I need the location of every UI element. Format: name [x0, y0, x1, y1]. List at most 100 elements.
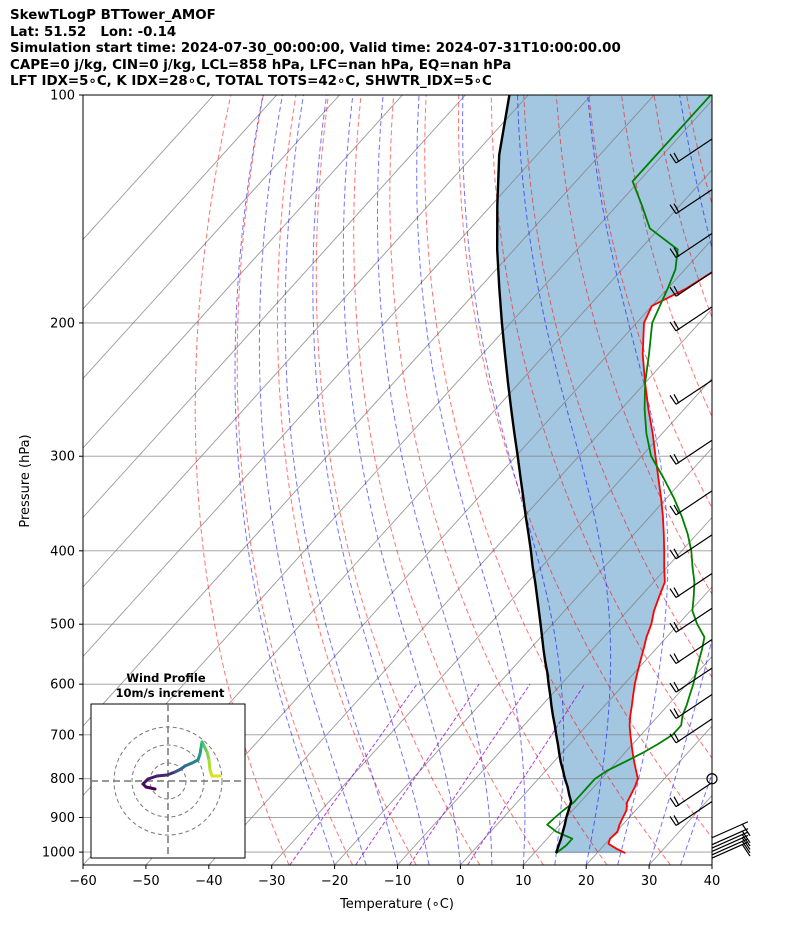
- moist-adiabat-line: [587, 95, 669, 865]
- isotherm-line: [522, 655, 712, 865]
- mixing-ratio-line: [289, 683, 418, 865]
- x-tick-label: 40: [704, 874, 721, 889]
- moist-adiabat-line: [284, 95, 398, 865]
- dry-adiabat-line: [194, 95, 290, 865]
- wind-barb: [706, 773, 718, 785]
- y-tick-label: 600: [50, 678, 75, 693]
- wind-barb: [711, 821, 751, 839]
- isotherm-line: [271, 377, 712, 865]
- wind-barb: [669, 306, 713, 332]
- isotherm-line: [334, 447, 712, 865]
- y-tick-label: 800: [50, 772, 75, 787]
- wind-barb: [711, 838, 751, 856]
- wind-barb: [669, 271, 713, 297]
- y-tick-label: 100: [50, 89, 75, 104]
- moist-adiabat-line: [461, 95, 565, 865]
- wind-barb: [669, 607, 713, 633]
- wind-barb: [711, 841, 751, 859]
- wind-barb: [669, 439, 713, 465]
- isotherm-line: [397, 516, 712, 865]
- wind-barb: [669, 639, 713, 665]
- y-tick-label: 900: [50, 811, 75, 826]
- hodograph-segment: [155, 773, 169, 778]
- x-tick-label: −50: [132, 874, 159, 889]
- moist-adiabat-line: [258, 95, 367, 865]
- hodograph-segment: [146, 774, 159, 781]
- temperature-profile-line: [607, 271, 712, 854]
- wind-barb: [669, 490, 713, 516]
- isotherm-line: [83, 95, 277, 310]
- moist-adiabat-line: [711, 863, 712, 865]
- x-tick-label: −30: [258, 874, 285, 889]
- wind-barb: [711, 831, 751, 849]
- title-line-times: Simulation start time: 2024-07-30_00:00:…: [10, 41, 621, 57]
- mixing-ratio-line: [409, 683, 531, 865]
- wind-profile-inset: Wind Profile 10m/s increment: [90, 671, 246, 859]
- wind-barb: [669, 573, 713, 599]
- y-tick-label: 300: [50, 450, 75, 465]
- isotherm-line: [585, 725, 712, 865]
- y-axis-label: Pressure (hPa): [18, 434, 33, 527]
- y-tick-label: 1000: [42, 846, 75, 861]
- x-tick-label: 30: [641, 874, 658, 889]
- isotherm-line: [83, 95, 340, 380]
- wind-barb: [669, 693, 713, 719]
- x-tick-label: 10: [515, 874, 532, 889]
- mixing-ratio-line: [355, 683, 480, 865]
- moist-adiabat-line: [342, 95, 461, 865]
- wind-barb: [669, 233, 713, 259]
- isotherm-line: [460, 586, 712, 865]
- title-line-location: Lat: 51.52 Lon: -0.14: [10, 24, 177, 40]
- y-tick-label: 200: [50, 316, 75, 331]
- dry-adiabat-line: [353, 95, 544, 865]
- dry-adiabat-line: [523, 95, 712, 678]
- dry-adiabat-line: [621, 95, 712, 418]
- dry-adiabat-line: [752, 95, 794, 865]
- title-line-stability-indices: LFT IDX=5∘C, K IDX=28∘C, TOTAL TOTS=42∘C…: [10, 74, 492, 90]
- dry-adiabat-line: [236, 95, 354, 865]
- mixing-ratio-line: [467, 683, 586, 865]
- moist-adiabat-line: [517, 95, 612, 865]
- moist-adiabat-line: [680, 772, 712, 865]
- parcel-path-line: [496, 95, 573, 854]
- isotherm-line: [711, 864, 712, 865]
- moist-adiabat-line: [234, 95, 336, 865]
- isotherm-line: [83, 95, 529, 588]
- wind-barb: [669, 189, 713, 215]
- hodograph-segment: [144, 785, 157, 791]
- inset-subtitle: 10m/s increment: [116, 686, 225, 700]
- wind-barb: [669, 534, 713, 560]
- isotherm-line: [145, 238, 712, 865]
- x-tick-label: −60: [69, 874, 96, 889]
- y-tick-label: 400: [50, 544, 75, 559]
- title-line-convective-params: CAPE=0 j/kg, CIN=0 j/kg, LCL=858 hPa, LF…: [10, 57, 512, 73]
- dry-adiabat-line: [389, 95, 608, 865]
- moist-adiabat-line: [312, 95, 430, 865]
- plot-area: [83, 95, 794, 865]
- isotherm-line: [208, 308, 712, 865]
- wind-barb: [711, 828, 751, 846]
- moist-adiabat-line: [648, 95, 712, 865]
- wind-barb: [669, 379, 713, 405]
- wind-barb: [669, 782, 713, 808]
- wind-barb: [669, 138, 713, 164]
- dry-adiabat-line: [719, 95, 794, 865]
- cape-cin-shading: [497, 95, 712, 854]
- y-tick-label: 700: [50, 728, 75, 743]
- dry-adiabat-line: [277, 95, 417, 865]
- x-tick-label: −40: [195, 874, 222, 889]
- x-axis-label: Temperature (∘C): [339, 897, 454, 912]
- isotherm-line: [83, 95, 466, 519]
- dry-adiabat-line: [555, 95, 712, 596]
- wind-barb: [669, 718, 713, 744]
- isotherm-line: [83, 95, 215, 241]
- moist-adiabat-line: [377, 95, 493, 865]
- dewpoint-profile-line: [546, 95, 712, 854]
- wind-barb: [669, 667, 713, 693]
- dry-adiabat-line: [784, 95, 794, 865]
- title-line-station: SkewTLogP BTTower_AMOF: [10, 8, 216, 23]
- hodograph-segment: [207, 758, 212, 772]
- dry-adiabat-line: [424, 95, 671, 865]
- wind-barbs: [669, 138, 751, 859]
- wind-barb: [711, 834, 751, 853]
